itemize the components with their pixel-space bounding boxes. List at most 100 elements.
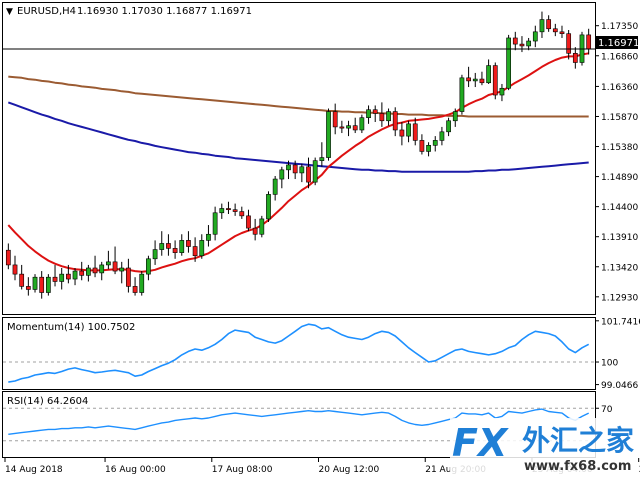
candle-body-bear xyxy=(552,28,558,33)
candle xyxy=(219,203,225,219)
candle xyxy=(386,108,391,126)
candle xyxy=(186,231,191,253)
candle-body-bear xyxy=(112,261,118,272)
candle xyxy=(499,83,505,102)
chart-ohlc: 1.16930 1.17030 1.16877 1.16971 xyxy=(77,6,252,17)
candle xyxy=(206,225,211,247)
candle-body-bear xyxy=(292,164,298,174)
price-tick-label: 1.12930 xyxy=(601,293,638,303)
candle-body-bull xyxy=(212,212,218,235)
candle-body-bear xyxy=(39,276,45,293)
rsi-tick-label: 70 xyxy=(601,405,613,415)
candle xyxy=(39,271,45,299)
candle xyxy=(326,108,331,161)
price-tick-label: 1.13910 xyxy=(601,233,638,243)
rsi-label: RSI(14) 64.2604 xyxy=(7,396,88,407)
candle-body-bear xyxy=(246,215,251,229)
fx68-watermark: FX 外汇之家 www.fx68.com xyxy=(450,418,636,474)
candle-body-bull xyxy=(472,78,478,82)
candle-body-bull xyxy=(452,111,458,122)
candle-body-bear xyxy=(572,52,578,63)
candle xyxy=(226,201,231,215)
candle xyxy=(79,261,85,281)
watermark-brand: FX xyxy=(452,421,509,465)
candle xyxy=(412,117,418,146)
candle xyxy=(139,271,145,296)
candle xyxy=(419,134,425,155)
candle-body-bear xyxy=(392,111,398,131)
current-price-tag xyxy=(596,36,638,49)
candle-body-bear xyxy=(25,286,31,290)
candle xyxy=(252,218,258,241)
candle xyxy=(272,175,278,201)
candle-body-bear xyxy=(166,243,171,249)
candle-body-bull xyxy=(32,276,38,290)
candle xyxy=(332,103,338,135)
candle xyxy=(319,142,325,167)
momentum-line xyxy=(8,323,590,383)
candle-body-bear xyxy=(466,77,471,82)
candle-body-bull xyxy=(446,120,451,133)
candle xyxy=(379,102,385,127)
candle-body-bear xyxy=(339,126,345,129)
candle xyxy=(366,105,371,124)
candle xyxy=(552,23,558,37)
x-tick-label: 14 Aug 2018 xyxy=(5,465,63,475)
candle xyxy=(446,117,451,137)
candle xyxy=(539,11,545,38)
candle-body-bull xyxy=(99,264,105,274)
candle xyxy=(32,274,38,293)
candle xyxy=(152,240,158,265)
candle xyxy=(72,267,78,286)
candle xyxy=(259,215,265,238)
candle-body-bear xyxy=(379,113,385,122)
candle xyxy=(92,255,98,278)
axis-layer: 1.17350 1.16860 1.16360 1.15870 1.15380 1.148… xyxy=(4,22,640,475)
candle-body-bull xyxy=(45,276,51,293)
candle-body-bull xyxy=(526,40,531,47)
price-tick-label: 1.17350 xyxy=(601,22,638,32)
x-tick-label: 20 Aug 12:00 xyxy=(319,465,380,475)
candle-body-bear xyxy=(419,140,425,152)
candle xyxy=(299,163,305,183)
x-tick-label: 17 Aug 08:00 xyxy=(212,465,273,475)
candle-body-bull xyxy=(432,140,438,146)
momentum-tick-label: 101.7416 xyxy=(601,317,640,327)
candle-body-bull xyxy=(499,87,505,96)
candle xyxy=(312,157,318,186)
candle-body-bear xyxy=(126,267,131,287)
candle xyxy=(25,277,31,296)
candle xyxy=(192,237,198,262)
candle-body-bear xyxy=(226,208,231,211)
candle xyxy=(512,31,518,51)
candle xyxy=(479,71,485,86)
candle xyxy=(406,120,411,143)
candle-body-bull xyxy=(159,243,165,250)
ma-mid-line xyxy=(8,75,589,118)
candle-body-bear xyxy=(19,273,25,287)
candle xyxy=(19,264,25,290)
candle xyxy=(99,261,105,281)
candle xyxy=(12,255,18,281)
candle-body-bull xyxy=(266,194,271,220)
candle-body-bear xyxy=(332,111,338,128)
candle-body-bull xyxy=(312,160,318,183)
candle xyxy=(179,234,185,256)
candle-body-bear xyxy=(566,33,572,54)
candle-body-bull xyxy=(139,273,145,293)
candle-body-bull xyxy=(206,233,211,241)
candle xyxy=(45,274,51,296)
candle-body-bull xyxy=(459,77,465,112)
candle-body-bull xyxy=(272,178,278,195)
candle-body-bull xyxy=(532,31,538,42)
candle xyxy=(472,72,478,88)
candle-body-bull xyxy=(486,65,491,84)
candle xyxy=(126,258,131,293)
candle xyxy=(232,203,238,216)
candle xyxy=(339,120,345,134)
chart-symbol: EURUSD,H4 xyxy=(17,6,76,17)
momentum-layer xyxy=(3,323,595,383)
candle-body-bull xyxy=(439,131,445,141)
candle xyxy=(166,234,171,256)
